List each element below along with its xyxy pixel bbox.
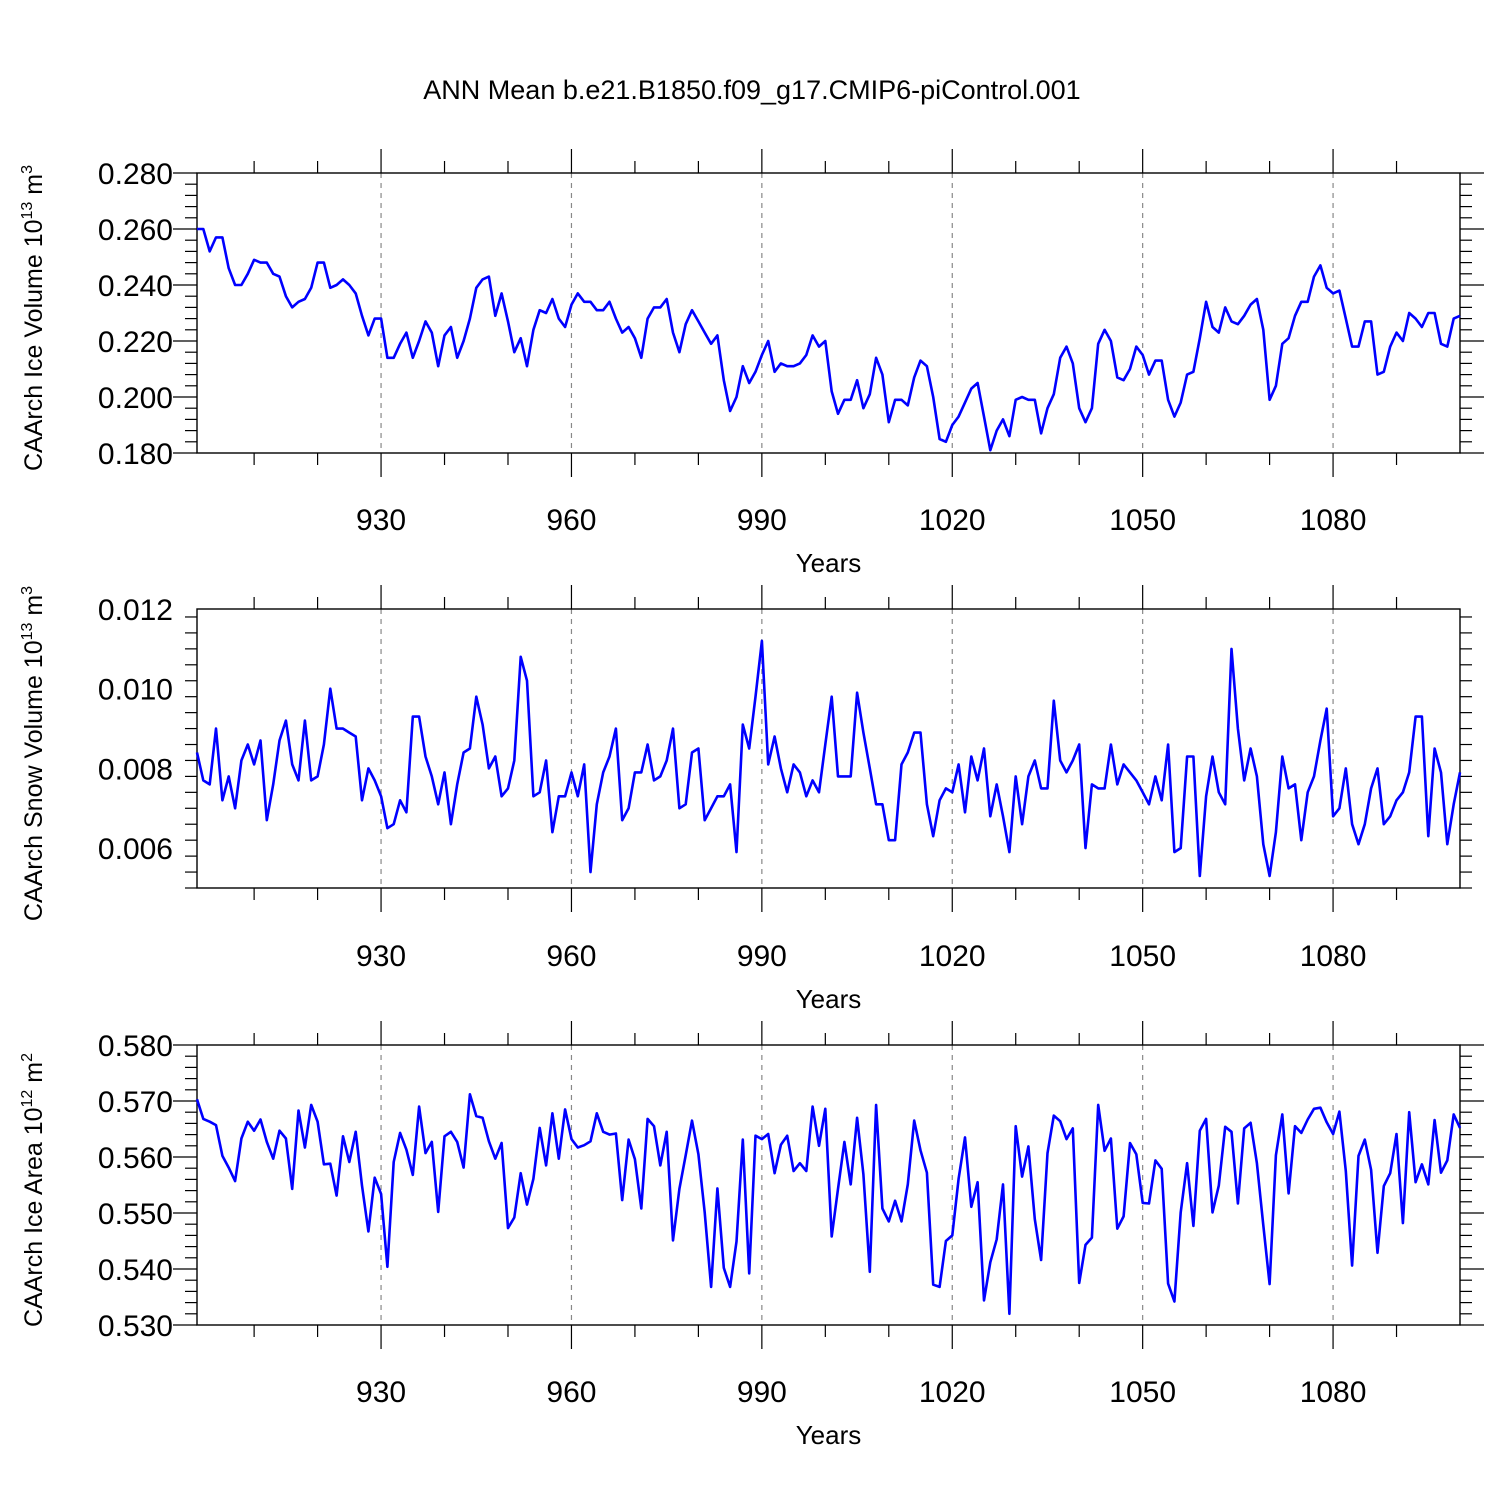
series-line bbox=[197, 227, 1461, 452]
y-axis-label-exponent: 13 bbox=[19, 622, 36, 640]
y-axis-label-unit-exponent: 3 bbox=[19, 586, 36, 595]
y-axis-label-text: CAArch Ice Volume 10 bbox=[20, 219, 48, 471]
x-tick-label: 1020 bbox=[919, 1376, 986, 1409]
panels-group: 0.180 0.200 0.220 0.240 0.260 0.280 930 960 990 1… bbox=[19, 149, 1484, 1450]
x-tick-label: 930 bbox=[356, 1376, 406, 1409]
x-tick-label: 1050 bbox=[1109, 1376, 1176, 1409]
y-axis-label: CAArch Ice Volume 1013 m3 bbox=[19, 165, 48, 471]
x-tick-label: 1080 bbox=[1300, 1376, 1367, 1409]
y-tick-label: 0.240 bbox=[98, 270, 173, 303]
y-tick-label: 0.200 bbox=[98, 382, 173, 415]
x-tick-label: 1080 bbox=[1300, 504, 1367, 537]
x-tick-label: 990 bbox=[737, 1376, 787, 1409]
y-axis-label: CAArch Snow Volume 1013 m3 bbox=[19, 586, 48, 921]
x-tick-label: 990 bbox=[737, 940, 787, 973]
y-tick-label: 0.260 bbox=[98, 214, 173, 247]
series-line bbox=[195, 639, 1462, 878]
x-axis-label: Years bbox=[796, 984, 862, 1014]
plot-frame bbox=[196, 608, 1461, 889]
x-tick-label: 1020 bbox=[919, 940, 986, 973]
panel-3: 0.530 0.540 0.550 0.560 0.570 0.580 930 960 990 1… bbox=[19, 1021, 1484, 1450]
x-tick-label: 930 bbox=[356, 504, 406, 537]
panel-1: 0.180 0.200 0.220 0.240 0.260 0.280 930 960 990 1… bbox=[19, 149, 1484, 578]
x-axis-label: Years bbox=[796, 548, 862, 578]
y-axis-label-unit-exponent: 2 bbox=[19, 1053, 36, 1062]
x-tick-label: 960 bbox=[546, 940, 596, 973]
y-tick-label: 0.180 bbox=[98, 438, 173, 471]
x-tick-label: 1050 bbox=[1109, 504, 1176, 537]
y-tick-label: 0.012 bbox=[98, 594, 173, 627]
y-axis-label-unit: m bbox=[20, 595, 48, 623]
y-axis-label-exponent: 12 bbox=[19, 1090, 36, 1108]
y-axis-label: CAArch Ice Area 1012 m2 bbox=[19, 1053, 48, 1327]
y-tick-label: 0.580 bbox=[98, 1030, 173, 1063]
y-axis-label-text: CAArch Ice Area 10 bbox=[20, 1107, 48, 1327]
x-tick-label: 930 bbox=[356, 940, 406, 973]
y-axis-label-unit: m bbox=[20, 1062, 48, 1090]
plot-frame bbox=[196, 1044, 1461, 1326]
y-axis-label-text: CAArch Snow Volume 10 bbox=[20, 640, 48, 921]
x-tick-label: 1020 bbox=[919, 504, 986, 537]
y-tick-label: 0.010 bbox=[98, 674, 173, 707]
x-tick-label: 990 bbox=[737, 504, 787, 537]
y-tick-label: 0.570 bbox=[98, 1086, 173, 1119]
panel-2: 0.006 0.008 0.010 0.012 930 960 990 1020 1050 108… bbox=[19, 585, 1472, 1014]
x-tick-label: 960 bbox=[546, 504, 596, 537]
y-tick-label: 0.008 bbox=[98, 753, 173, 786]
y-tick-label: 0.006 bbox=[98, 833, 173, 866]
y-tick-label: 0.540 bbox=[98, 1254, 173, 1287]
x-tick-label: 1080 bbox=[1300, 940, 1367, 973]
plot-frame bbox=[196, 172, 1461, 454]
y-tick-label: 0.550 bbox=[98, 1198, 173, 1231]
series-line bbox=[195, 1093, 1462, 1316]
y-tick-label: 0.220 bbox=[98, 326, 173, 359]
x-tick-label: 1050 bbox=[1109, 940, 1176, 973]
y-tick-label: 0.530 bbox=[98, 1310, 173, 1343]
chart-title: ANN Mean b.e21.B1850.f09_g17.CMIP6-piCon… bbox=[423, 75, 1080, 105]
y-axis-label-unit-exponent: 3 bbox=[19, 165, 36, 174]
y-tick-label: 0.280 bbox=[98, 158, 173, 191]
x-axis-label: Years bbox=[796, 1420, 862, 1450]
x-tick-label: 960 bbox=[546, 1376, 596, 1409]
y-axis-label-unit: m bbox=[20, 174, 48, 202]
y-tick-label: 0.560 bbox=[98, 1142, 173, 1175]
y-axis-label-exponent: 13 bbox=[19, 202, 36, 220]
